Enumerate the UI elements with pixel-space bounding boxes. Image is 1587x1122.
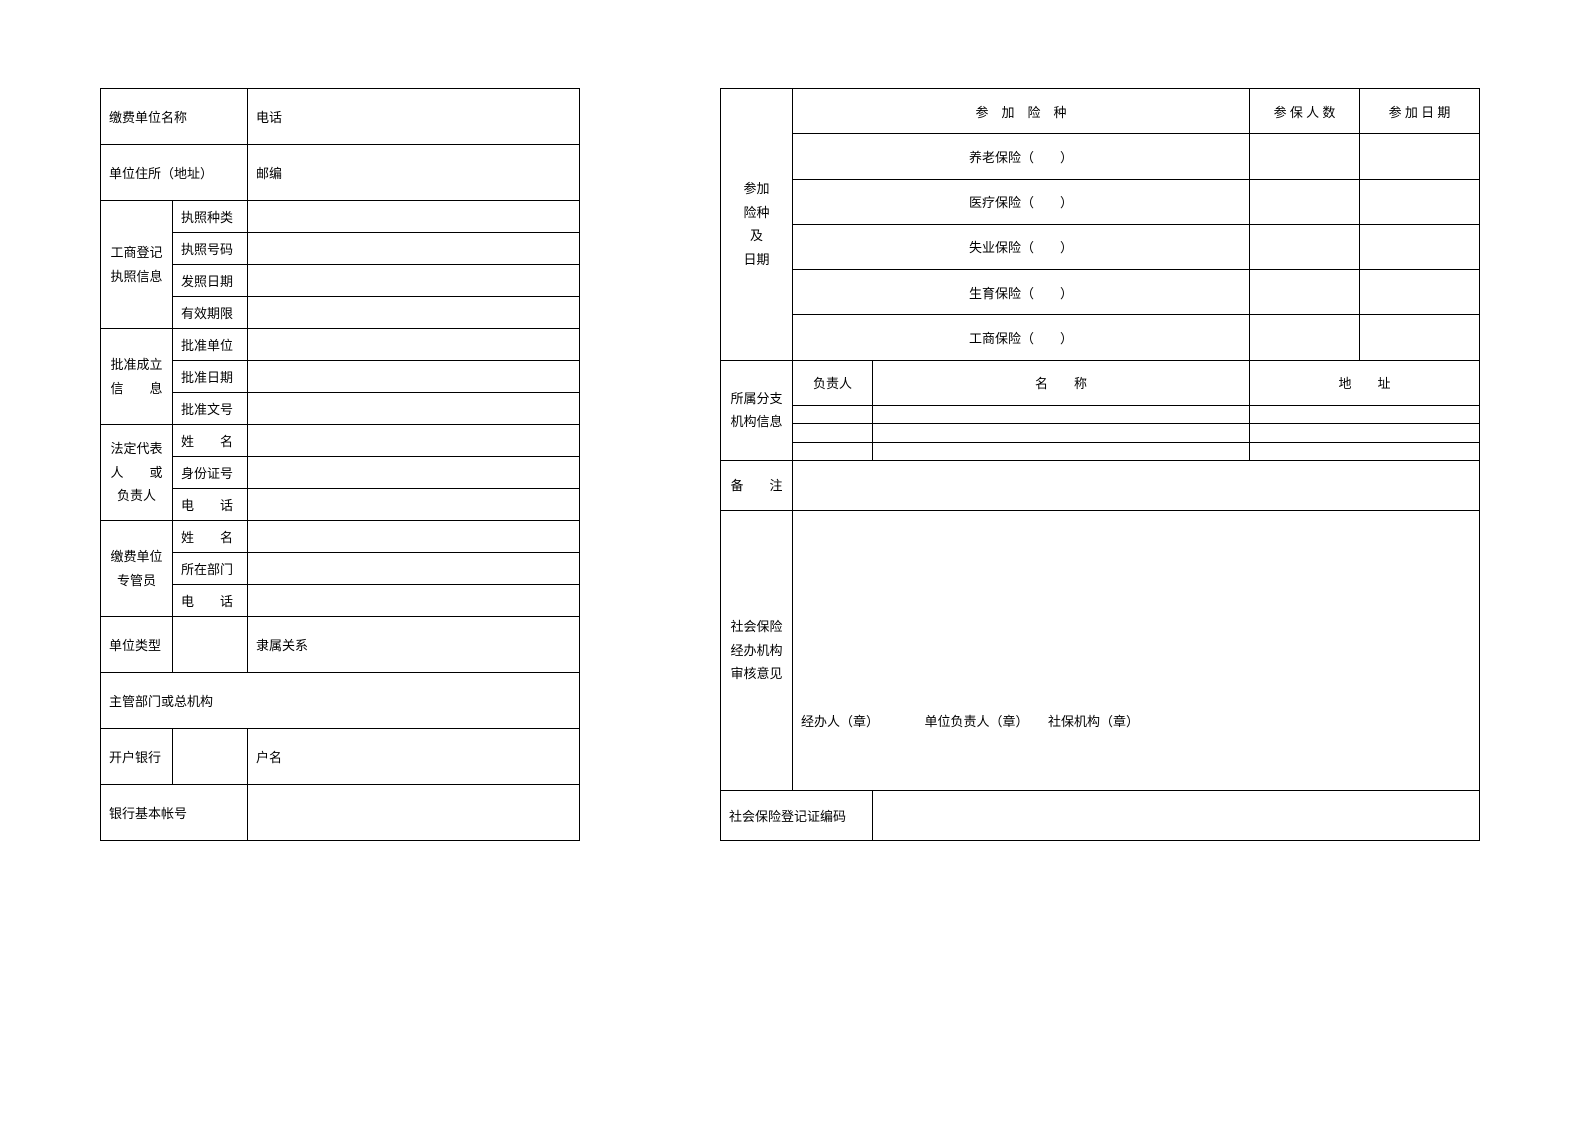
- bank-label: 开户银行: [101, 729, 173, 785]
- approval-date-label: 批准日期: [173, 361, 248, 393]
- bank-account-value: [248, 785, 580, 841]
- admin-name-label: 姓 名: [173, 521, 248, 553]
- stamps-line: 经办人（章） 单位负责人（章） 社保机构（章）: [793, 511, 1480, 791]
- legal-id-value: [248, 457, 580, 489]
- branch-row1-address: [1250, 405, 1480, 423]
- maternity-date: [1360, 270, 1480, 315]
- medical-label: 医疗保险（ ）: [793, 179, 1250, 224]
- valid-period-label: 有效期限: [173, 297, 248, 329]
- license-type-value: [248, 201, 580, 233]
- pension-label: 养老保险（ ）: [793, 134, 1250, 179]
- branch-row2-address: [1250, 424, 1480, 442]
- approval-doc-label: 批准文号: [173, 393, 248, 425]
- unit-type-value: [173, 617, 248, 673]
- biz-license-group: 工商登记 执照信息: [101, 201, 173, 329]
- approval-opinion-group: 社会保险 经办机构 审核意见: [721, 511, 793, 791]
- legal-rep-group: 法定代表 人 或 负责人: [101, 425, 173, 521]
- legal-id-label: 身份证号: [173, 457, 248, 489]
- approval-unit-value: [248, 329, 580, 361]
- unemployment-date: [1360, 224, 1480, 269]
- approval-doc-value: [248, 393, 580, 425]
- remarks-value: [793, 461, 1480, 511]
- join-date-header: 参 加 日 期: [1360, 89, 1480, 134]
- admin-tel-value: [248, 585, 580, 617]
- branch-group: 所属分支 机构信息: [721, 360, 793, 461]
- branch-row3-address: [1250, 442, 1480, 461]
- remarks-label: 备 注: [721, 461, 793, 511]
- work-injury-count: [1250, 315, 1360, 360]
- branch-row2-manager: [793, 424, 873, 442]
- branch-row1-title: [873, 405, 1250, 423]
- approval-unit-label: 批准单位: [173, 329, 248, 361]
- branch-row1-manager: [793, 405, 873, 423]
- medical-date: [1360, 179, 1480, 224]
- admin-name-value: [248, 521, 580, 553]
- medical-count: [1250, 179, 1360, 224]
- unit-name-label: 缴费单位名称: [101, 89, 248, 145]
- reg-code-value: [873, 791, 1480, 841]
- reg-code-label: 社会保险登记证编码: [721, 791, 873, 841]
- branch-row3-title: [873, 442, 1250, 461]
- admin-tel-label: 电 话: [173, 585, 248, 617]
- license-number-value: [248, 233, 580, 265]
- legal-name-value: [248, 425, 580, 457]
- issue-date-label: 发照日期: [173, 265, 248, 297]
- unit-type-label: 单位类型: [101, 617, 173, 673]
- work-injury-date: [1360, 315, 1480, 360]
- approval-group: 批准成立 信 息: [101, 329, 173, 425]
- unemployment-label: 失业保险（ ）: [793, 224, 1250, 269]
- address-label: 单位住所（地址）: [101, 145, 248, 201]
- unemployment-count: [1250, 224, 1360, 269]
- legal-tel-label: 电 话: [173, 489, 248, 521]
- admin-dept-label: 所在部门: [173, 553, 248, 585]
- license-type-label: 执照种类: [173, 201, 248, 233]
- insurance-group: 参加 险种 及 日期: [721, 89, 793, 361]
- people-count-header: 参 保 人 数: [1250, 89, 1360, 134]
- left-form-table: 缴费单位名称 电话 单位住所（地址） 邮编 工商登记 执照信息 执照种类 执照号…: [100, 88, 580, 841]
- manager-header: 负责人: [793, 360, 873, 405]
- pension-count: [1250, 134, 1360, 179]
- admin-group: 缴费单位 专管员: [101, 521, 173, 617]
- phone-label: 电话: [248, 89, 580, 145]
- title-header: 名 称: [873, 360, 1250, 405]
- authority-label: 主管部门或总机构: [101, 673, 580, 729]
- branch-row3-manager: [793, 442, 873, 461]
- right-form-table: 参加 险种 及 日期 参 加 险 种 参 保 人 数 参 加 日 期 养老保险（…: [720, 88, 1480, 841]
- legal-tel-value: [248, 489, 580, 521]
- branch-row2-title: [873, 424, 1250, 442]
- bank-value: [173, 729, 248, 785]
- postcode-label: 邮编: [248, 145, 580, 201]
- maternity-count: [1250, 270, 1360, 315]
- pension-date: [1360, 134, 1480, 179]
- issue-date-value: [248, 265, 580, 297]
- valid-period-value: [248, 297, 580, 329]
- maternity-label: 生育保险（ ）: [793, 270, 1250, 315]
- approval-date-value: [248, 361, 580, 393]
- license-number-label: 执照号码: [173, 233, 248, 265]
- bank-account-label: 银行基本帐号: [101, 785, 248, 841]
- address2-header: 地 址: [1250, 360, 1480, 405]
- legal-name-label: 姓 名: [173, 425, 248, 457]
- insurance-type-header: 参 加 险 种: [793, 89, 1250, 134]
- admin-dept-value: [248, 553, 580, 585]
- account-name-label: 户名: [248, 729, 580, 785]
- work-injury-label: 工商保险（ ）: [793, 315, 1250, 360]
- affiliation-label: 隶属关系: [248, 617, 580, 673]
